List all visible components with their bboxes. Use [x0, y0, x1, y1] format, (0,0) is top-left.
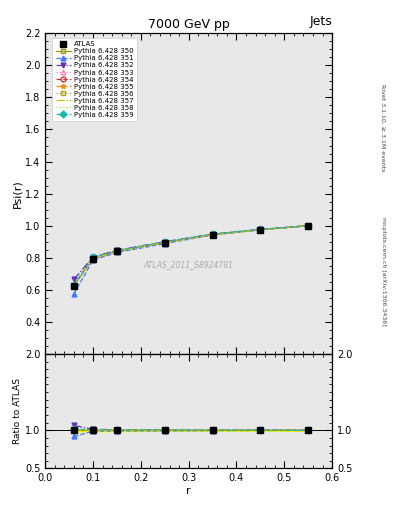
Text: Rivet 3.1.10, ≥ 3.1M events: Rivet 3.1.10, ≥ 3.1M events [381, 84, 386, 172]
Y-axis label: Ratio to ATLAS: Ratio to ATLAS [13, 378, 22, 444]
Y-axis label: Psi(r): Psi(r) [12, 179, 22, 208]
Text: mcplots.cern.ch [arXiv:1306.3436]: mcplots.cern.ch [arXiv:1306.3436] [381, 217, 386, 326]
X-axis label: r: r [186, 486, 191, 496]
Legend: ATLAS, Pythia 6.428 350, Pythia 6.428 351, Pythia 6.428 352, Pythia 6.428 353, P: ATLAS, Pythia 6.428 350, Pythia 6.428 35… [52, 38, 137, 121]
Text: ATLAS_2011_S8924791: ATLAS_2011_S8924791 [143, 260, 234, 269]
Text: Jets: Jets [309, 15, 332, 29]
Title: 7000 GeV pp: 7000 GeV pp [148, 18, 230, 31]
